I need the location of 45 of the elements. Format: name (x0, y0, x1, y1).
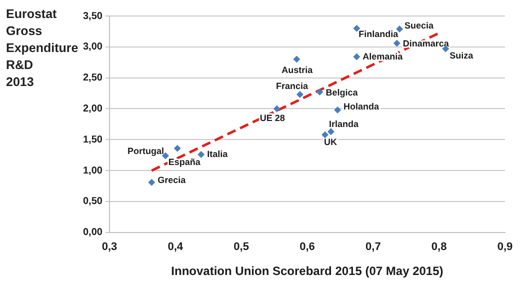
annotation: Irlanda (328, 119, 360, 130)
y-tick-label: 2,00 (82, 103, 103, 114)
point (316, 88, 324, 96)
annotation: Italia (207, 148, 229, 159)
annotation: Suiza (450, 50, 474, 60)
point (327, 128, 334, 136)
x-axis-title: Innovation Union Scorebard 2015 (07 May 2015) (171, 264, 444, 278)
annotation: España (168, 156, 202, 167)
y-tick-label: 0,50 (82, 196, 103, 208)
x-tick-label: 0,5 (234, 241, 249, 254)
annotation: Francia (276, 81, 309, 92)
x-tick-label: 0,6 (300, 241, 315, 254)
annotation: UK (324, 137, 338, 148)
y-tick-label: 1,00 (82, 165, 103, 176)
annotation: UE 28 (260, 113, 285, 124)
annotation: Finlandia (358, 28, 400, 39)
annotation: Belgica (326, 88, 359, 98)
annotation: Grecia (158, 174, 187, 185)
point (198, 150, 205, 158)
x-tick-label: 0,7 (366, 241, 381, 254)
point (322, 131, 329, 138)
annotation: Suecia (404, 20, 435, 30)
x-tick-label: 0,4 (168, 241, 184, 254)
point (293, 56, 300, 63)
annotation: Holanda (344, 101, 380, 112)
point (174, 144, 181, 152)
y-tick-label: 0,00 (82, 227, 103, 238)
annotation: Portugal (127, 146, 164, 156)
y-tick-label: 2,50 (82, 72, 103, 84)
annotation: Austria (282, 64, 314, 75)
y-tick-label: 1,50 (82, 134, 103, 146)
point (148, 178, 156, 186)
point (296, 91, 304, 98)
point (396, 25, 404, 32)
point (393, 40, 400, 47)
x-tick-label: 0,8 (431, 241, 447, 254)
point (353, 53, 360, 60)
point (353, 24, 360, 32)
point (334, 106, 342, 114)
x-tick-label: 0,3 (102, 241, 118, 254)
y-tick-label: 3,00 (82, 42, 103, 53)
y-tick-label: 3,50 (82, 10, 103, 22)
point (273, 105, 280, 112)
text: Eurostat Gross Expenditure R&D 2013 (6, 6, 78, 91)
x-tick-label: 0,9 (497, 241, 513, 254)
